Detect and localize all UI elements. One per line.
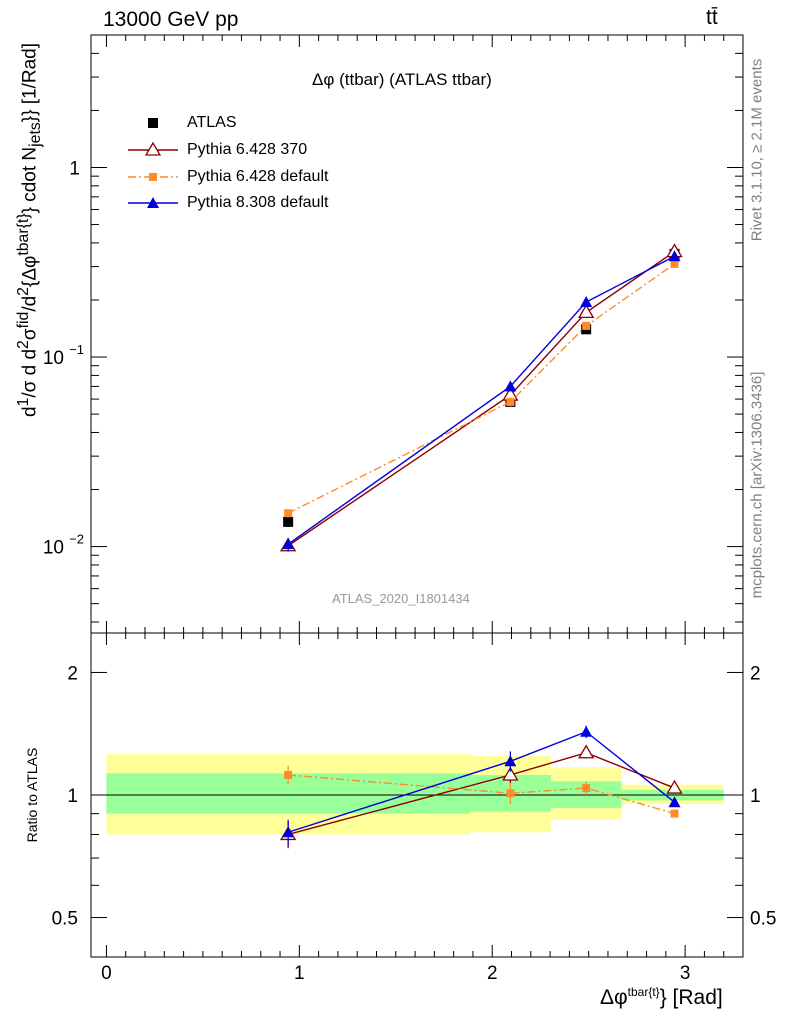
main-y-tick-label: 1 xyxy=(69,158,80,179)
x-tick-label: 3 xyxy=(680,963,691,984)
ratio-data-point xyxy=(580,725,593,737)
main-data-point xyxy=(282,538,295,550)
main-series-line-2 xyxy=(287,263,675,514)
x-tick-label: 2 xyxy=(487,963,498,984)
ratio-data-point xyxy=(502,766,519,781)
ratio-data-point xyxy=(504,755,517,767)
main-y-tick-exponent: −2 xyxy=(69,532,84,547)
main-data-point xyxy=(506,397,515,406)
ratio-y-tick-label-right: 1 xyxy=(750,786,761,807)
main-series-line-1 xyxy=(287,251,675,547)
legend-marker xyxy=(148,118,158,128)
legend-marker xyxy=(144,141,162,156)
ratio-data-point xyxy=(282,826,295,838)
ratio-data-point xyxy=(668,796,681,808)
ratio-data-point xyxy=(578,744,595,759)
ratio-series-line-0 xyxy=(287,752,675,836)
main-data-point xyxy=(283,516,294,527)
legend-label-pythia8-default: Pythia 8.308 default xyxy=(187,194,329,211)
legend-label-pythia6-default: Pythia 6.428 default xyxy=(187,168,329,185)
legend-marker xyxy=(147,197,159,208)
main-data-point xyxy=(668,250,681,262)
process-header: tt̄ xyxy=(706,6,718,29)
energy-header: 13000 GeV pp xyxy=(103,8,239,31)
plot-title: Δφ (ttbar) (ATLAS ttbar) xyxy=(312,70,492,89)
main-data-point xyxy=(284,509,293,518)
main-y-tick-label: 10 xyxy=(43,538,64,559)
x-tick-label: 0 xyxy=(101,963,112,984)
x-axis-label: Δφtbar{t}} [Rad] xyxy=(600,985,723,1009)
mcplots-credit-label: mcplots.cern.ch [arXiv:1306.3436] xyxy=(748,371,766,599)
main-y-tick-label: 10 xyxy=(43,348,64,369)
rivet-version-label: Rivet 3.1.10, ≥ 2.1M events xyxy=(748,58,766,242)
ratio-data-point xyxy=(666,779,683,794)
analysis-watermark: ATLAS_2020_I1801434 xyxy=(332,591,470,606)
main-data-point xyxy=(578,304,595,319)
x-tick-label: 1 xyxy=(294,963,305,984)
main-y-tick-exponent: −1 xyxy=(69,342,84,357)
main-data-point xyxy=(670,259,679,268)
main-data-point xyxy=(580,296,593,308)
ratio-data-point xyxy=(506,789,515,798)
ratio-y-axis-label: Ratio to ATLAS xyxy=(24,747,40,843)
legend-label-pythia6-370: Pythia 6.428 370 xyxy=(187,141,308,158)
ratio-series-line-2 xyxy=(287,730,675,833)
main-series-line-3 xyxy=(287,255,675,545)
ratio-data-point xyxy=(582,784,591,793)
legend-marker xyxy=(149,173,157,181)
ratio-y-tick-label-right: 2 xyxy=(750,663,761,684)
ratio-y-tick-label-left: 2 xyxy=(67,663,78,684)
ratio-series-line-1 xyxy=(288,774,675,815)
main-data-point xyxy=(504,380,517,392)
ratio-y-tick-label-right: 0.5 xyxy=(750,909,776,930)
ratio-y-tick-label-left: 0.5 xyxy=(52,909,78,930)
ratio-y-tick-label-left: 1 xyxy=(67,786,78,807)
main-y-axis-label: d1/σ d d2σfid/d2{Δφtbar{t}} cdot Njets}}… xyxy=(14,42,45,418)
legend-label-atlas: ATLAS xyxy=(187,114,237,131)
ratio-data-point xyxy=(670,809,679,818)
ratio-data-point xyxy=(284,770,293,779)
main-data-point xyxy=(582,321,591,330)
